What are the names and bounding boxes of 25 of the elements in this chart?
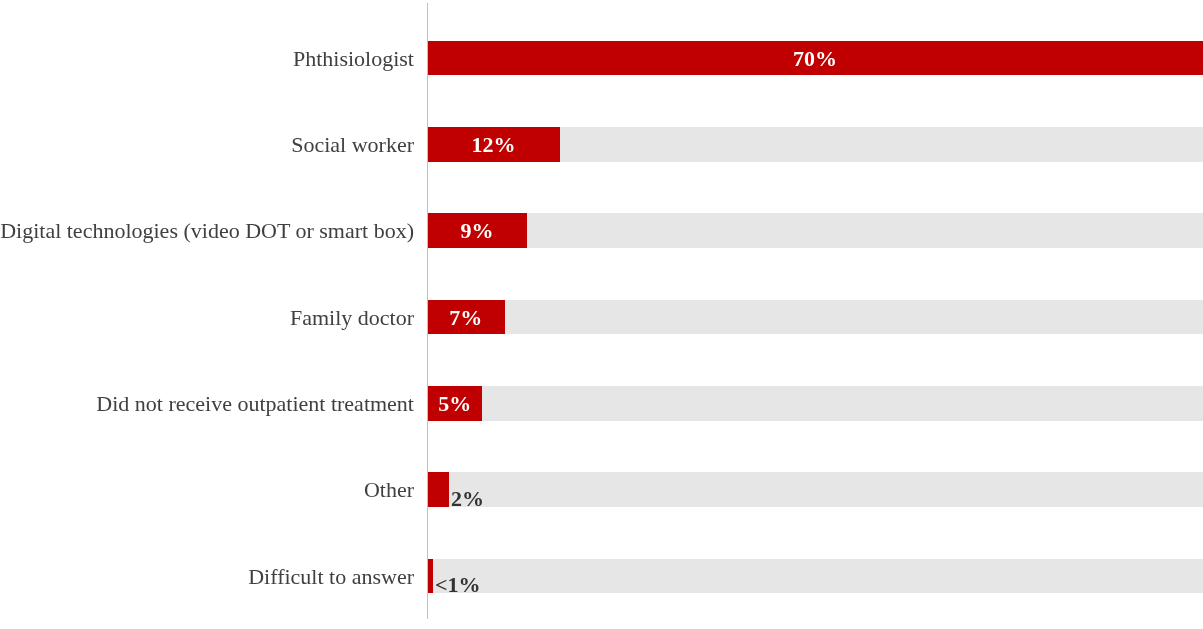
y-tick-label: Digital technologies (video DOT or smart box)	[0, 218, 414, 244]
data-label: 9%	[460, 218, 494, 244]
data-label: 2%	[451, 486, 484, 511]
bar	[427, 213, 527, 248]
y-tick-label: Other	[363, 477, 415, 503]
bar	[427, 127, 561, 162]
data-label: 12%	[471, 131, 516, 157]
bar	[432, 558, 1203, 594]
data-label: <1%	[435, 572, 481, 597]
y-tick-label: Did not receive outpatient treatment	[96, 390, 414, 416]
y-tick-label: Difficult to answer	[248, 563, 415, 589]
bar	[526, 213, 1203, 248]
bar	[449, 472, 1203, 507]
bar	[482, 386, 1203, 421]
data-label: 70%	[793, 45, 837, 71]
bar	[427, 40, 1203, 76]
bar	[504, 299, 1203, 335]
bar	[560, 127, 1203, 162]
y-tick-label: Family doctor	[289, 304, 415, 330]
bar	[427, 472, 450, 507]
y-tick-label: Phthisiologist	[292, 45, 414, 71]
bar	[427, 299, 505, 335]
data-label: 7%	[449, 304, 483, 330]
y-tick-label: Social worker	[291, 132, 415, 158]
data-label: 5%	[438, 390, 472, 416]
